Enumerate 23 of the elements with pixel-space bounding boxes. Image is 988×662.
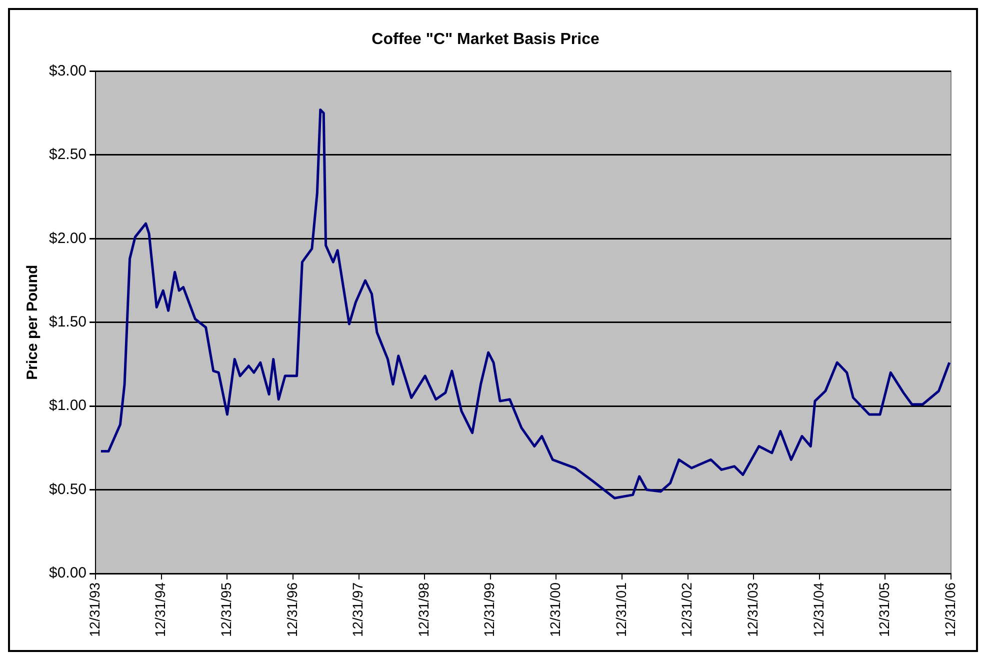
x-tick-label: 12/31/93 xyxy=(86,582,102,638)
x-tick-label: 12/31/96 xyxy=(284,582,300,638)
x-tick-label: 12/31/99 xyxy=(481,582,498,638)
y-axis-title: Price per Pound xyxy=(24,264,42,380)
x-tick-label: 12/31/94 xyxy=(152,582,168,638)
y-tick-label: $1.00 xyxy=(48,397,87,414)
x-tick-label: 12/31/00 xyxy=(547,582,564,638)
x-tick-label: 12/31/04 xyxy=(810,582,826,638)
y-tick-label: $3.00 xyxy=(48,62,87,80)
x-tick-label: 12/31/05 xyxy=(876,582,892,638)
y-tick-label: $0.50 xyxy=(48,480,87,498)
y-tick-label: $1.50 xyxy=(48,313,87,330)
y-tick-label: $0.00 xyxy=(48,564,87,582)
x-tick-label: 12/31/95 xyxy=(218,582,234,638)
y-tick-label: $2.50 xyxy=(48,146,87,164)
y-tick-label: $2.00 xyxy=(48,230,87,247)
x-tick-label: 12/31/06 xyxy=(942,582,958,638)
chart-title: Coffee "C" Market Basis Price xyxy=(372,31,600,48)
x-tick-label: 12/31/03 xyxy=(744,582,760,638)
x-tick-label: 12/31/02 xyxy=(678,582,695,638)
x-tick-label: 12/31/01 xyxy=(612,582,629,638)
x-tick-label: 12/31/98 xyxy=(415,582,432,638)
x-tick-label: 12/31/97 xyxy=(350,582,366,638)
